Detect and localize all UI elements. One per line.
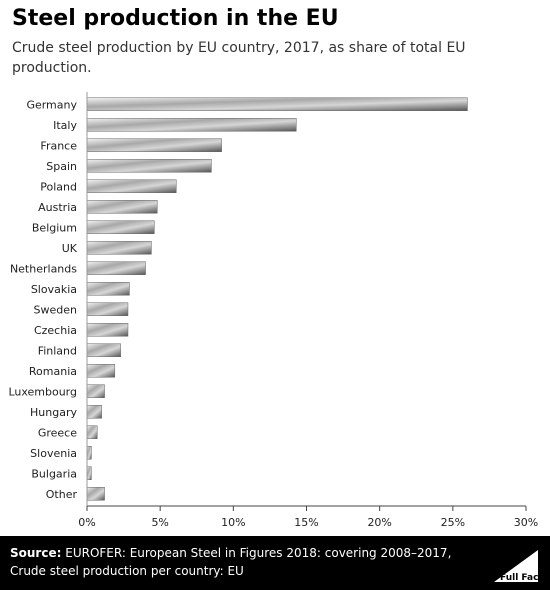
chart-subtitle: Crude steel production by EU country, 20… xyxy=(12,40,466,76)
bar-greece xyxy=(86,425,98,439)
bar-other xyxy=(86,487,105,501)
category-label: Slovakia xyxy=(31,283,77,296)
category-label: Sweden xyxy=(34,303,77,316)
bar-hungary xyxy=(86,405,102,419)
chart-title: Steel production in the EU xyxy=(12,6,339,31)
bar-germany xyxy=(86,97,468,111)
category-label: Spain xyxy=(46,160,77,173)
x-tick-label: 15% xyxy=(294,516,318,529)
bar-finland xyxy=(86,343,121,357)
category-label: Finland xyxy=(38,344,77,357)
x-tick-label: 25% xyxy=(441,516,465,529)
category-label: Bulgaria xyxy=(31,467,77,480)
category-label: Hungary xyxy=(30,406,77,419)
category-label: Belgium xyxy=(32,221,77,234)
bar-france xyxy=(86,138,222,152)
footer: Source: EUROFER: European Steel in Figur… xyxy=(0,536,550,590)
bar-sweden xyxy=(86,302,129,316)
x-tick-label: 30% xyxy=(514,516,538,529)
bar-italy xyxy=(86,118,297,132)
category-label: Luxembourg xyxy=(8,385,77,398)
category-label: Romania xyxy=(29,365,77,378)
category-label: Germany xyxy=(26,98,77,111)
bar-belgium xyxy=(86,220,155,234)
category-label: Italy xyxy=(53,119,77,132)
category-label: Austria xyxy=(38,201,77,214)
bar-romania xyxy=(86,364,116,378)
category-label: Greece xyxy=(38,426,77,439)
bar-luxembourg xyxy=(86,384,105,398)
source-label: Source: xyxy=(10,546,62,560)
bar-slovakia xyxy=(86,282,130,296)
bar-netherlands xyxy=(86,261,146,275)
bar-austria xyxy=(86,200,158,214)
bar-bulgaria xyxy=(86,466,92,480)
bar-poland xyxy=(86,179,177,193)
svg-text:Full Fact: Full Fact xyxy=(500,573,540,583)
x-tick-label: 10% xyxy=(221,516,245,529)
source-text: EUROFER: European Steel in Figures 2018:… xyxy=(10,546,452,578)
bar-spain xyxy=(86,159,212,173)
category-label: UK xyxy=(62,242,78,255)
source-note: Source: EUROFER: European Steel in Figur… xyxy=(10,544,480,580)
category-label: Other xyxy=(46,488,78,501)
category-label: Poland xyxy=(40,180,77,193)
bar-chart: Germany Italy France Spain Poland Austria Belg… xyxy=(8,92,538,529)
full-fact-logo: Full Fact xyxy=(494,550,540,583)
category-label: Slovenia xyxy=(30,447,77,460)
bar-czechia xyxy=(86,323,129,337)
category-label: Netherlands xyxy=(10,262,77,275)
x-tick-label: 5% xyxy=(151,516,168,529)
x-tick-label: 20% xyxy=(367,516,391,529)
x-tick-label: 0% xyxy=(78,516,95,529)
category-label: Czechia xyxy=(34,324,77,337)
category-label: France xyxy=(40,139,77,152)
bar-slovenia xyxy=(86,446,92,460)
bar-uk xyxy=(86,241,152,255)
